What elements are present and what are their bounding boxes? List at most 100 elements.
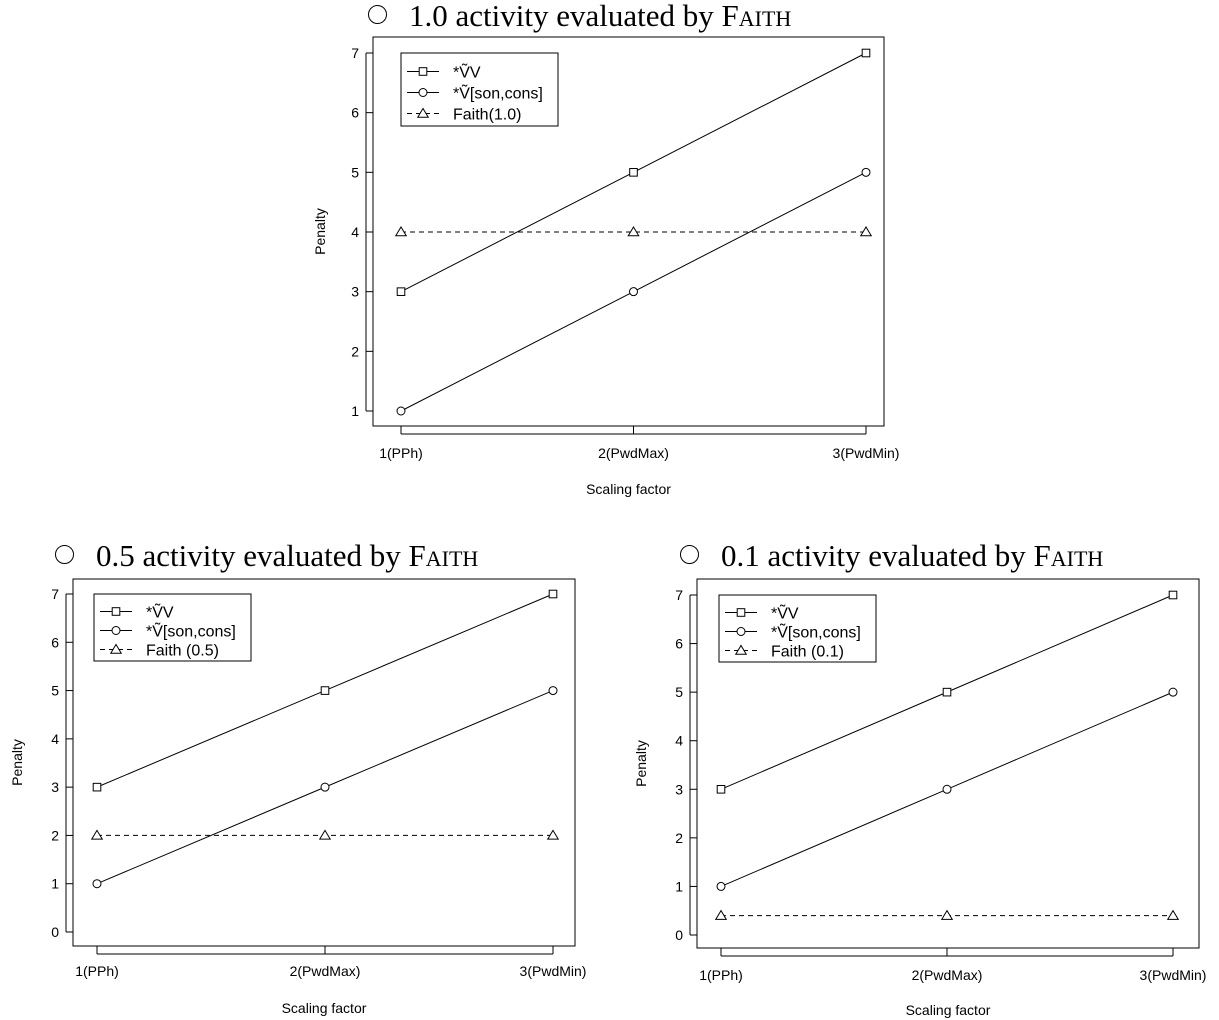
chart-title: 1.0 activity evaluated by Faith bbox=[368, 0, 791, 34]
y-tick-label: 0 bbox=[51, 924, 59, 940]
data-point bbox=[1166, 909, 1180, 920]
y-tick-label: 4 bbox=[51, 731, 59, 747]
bullet-icon bbox=[368, 5, 387, 24]
x-tick-label: 1(PPh) bbox=[699, 967, 743, 983]
legend-marker bbox=[418, 67, 428, 76]
title-keyword: Faith bbox=[1033, 538, 1104, 573]
y-tick-label: 1 bbox=[51, 876, 59, 892]
data-point bbox=[627, 226, 640, 237]
legend-marker bbox=[109, 643, 123, 654]
x-axis-title: Scaling factor bbox=[586, 481, 671, 497]
y-tick-label: 5 bbox=[51, 683, 59, 699]
plot-frame bbox=[696, 578, 1200, 949]
data-point bbox=[1168, 590, 1178, 600]
chart-title: 0.5 activity evaluated by Faith bbox=[55, 538, 478, 574]
y-tick-label: 6 bbox=[351, 105, 359, 121]
data-point bbox=[861, 167, 871, 177]
plot-frame bbox=[72, 578, 576, 947]
x-tick-label: 2(PwdMax) bbox=[598, 445, 669, 461]
y-tick-label: 5 bbox=[351, 164, 359, 180]
x-tick-label: 1(PPh) bbox=[75, 963, 119, 979]
legend-label: *ṼV bbox=[453, 62, 481, 82]
data-point bbox=[546, 829, 560, 840]
data-point bbox=[92, 879, 102, 889]
x-axis-title: Scaling factor bbox=[906, 1002, 991, 1018]
y-tick-label: 1 bbox=[675, 878, 683, 894]
title-prefix: 0.1 activity evaluated by bbox=[721, 538, 1034, 573]
title-prefix: 0.5 activity evaluated by bbox=[96, 538, 409, 573]
x-tick-label: 1(PPh) bbox=[379, 445, 423, 461]
y-tick-label: 3 bbox=[351, 284, 359, 300]
data-point bbox=[859, 226, 873, 237]
y-axis-title: Penalty bbox=[9, 739, 25, 786]
legend-marker bbox=[418, 88, 428, 97]
data-point bbox=[716, 784, 726, 794]
legend-label: *ṼV bbox=[771, 603, 799, 623]
y-tick-label: 6 bbox=[51, 634, 59, 650]
legend-label: *ṼV bbox=[146, 602, 174, 622]
y-tick-label: 2 bbox=[351, 343, 359, 359]
title-prefix: 1.0 activity evaluated by bbox=[409, 0, 722, 33]
y-tick-label: 6 bbox=[675, 636, 683, 652]
data-point bbox=[394, 226, 408, 237]
chart-3: 0 1 2 3 4 5 6 7 1(PPh) 2(PwdMax) 3(PwdMin) Scaling … bbox=[633, 578, 1207, 1018]
y-tick-label: 3 bbox=[675, 781, 683, 797]
data-point bbox=[1168, 687, 1178, 697]
data-point bbox=[320, 686, 330, 695]
legend-label: *Ṽ[son,cons] bbox=[453, 83, 543, 103]
legend-label: Faith (0.5) bbox=[146, 643, 219, 660]
bullet-icon bbox=[55, 545, 74, 564]
data-point bbox=[548, 589, 558, 599]
data-point bbox=[629, 168, 638, 177]
legend-marker bbox=[111, 626, 121, 635]
title-keyword: Faith bbox=[721, 0, 792, 33]
x-tick-label: 3(PwdMin) bbox=[520, 963, 587, 979]
y-tick-label: 5 bbox=[675, 684, 683, 700]
y-axis-title: Penalty bbox=[633, 740, 649, 787]
x-tick-label: 3(PwdMin) bbox=[833, 445, 900, 461]
y-tick-label: 2 bbox=[675, 830, 683, 846]
data-point bbox=[92, 782, 102, 792]
legend-marker bbox=[736, 627, 746, 636]
bullet-icon bbox=[680, 545, 699, 564]
y-tick-label: 4 bbox=[675, 733, 683, 749]
data-point bbox=[940, 909, 954, 920]
data-point bbox=[318, 829, 332, 840]
legend-label: *Ṽ[son,cons] bbox=[146, 621, 236, 641]
chart-2: 0 1 2 3 4 5 6 7 1(PPh) 2(PwdMax) 3(PwdMin) Scaling … bbox=[9, 578, 587, 1016]
data-point bbox=[396, 406, 406, 416]
x-axis-title: Scaling factor bbox=[282, 1000, 367, 1016]
data-point bbox=[861, 48, 871, 58]
title-keyword: Faith bbox=[408, 538, 479, 573]
legend-label: Faith (0.1) bbox=[771, 644, 844, 661]
data-point bbox=[320, 782, 330, 792]
data-point bbox=[90, 829, 104, 840]
x-tick-label: 3(PwdMin) bbox=[1140, 967, 1207, 983]
chart-1: 1 2 3 4 5 6 7 1(PPh) 2(PwdMax) 3(PwdMin) Scaling f… bbox=[312, 36, 900, 497]
y-tick-label: 7 bbox=[51, 586, 59, 602]
legend-marker bbox=[736, 608, 746, 617]
y-axis-title: Penalty bbox=[312, 208, 328, 255]
y-tick-label: 7 bbox=[675, 587, 683, 603]
x-tick-label: 2(PwdMax) bbox=[912, 967, 983, 983]
legend-marker bbox=[734, 644, 748, 655]
y-tick-label: 7 bbox=[351, 45, 359, 61]
data-point bbox=[396, 287, 406, 296]
data-point bbox=[942, 784, 952, 794]
data-point bbox=[942, 687, 952, 697]
data-point bbox=[629, 287, 638, 297]
y-tick-label: 4 bbox=[351, 224, 359, 240]
data-point bbox=[548, 686, 558, 696]
y-tick-label: 1 bbox=[351, 403, 359, 419]
data-point bbox=[714, 909, 728, 920]
data-point bbox=[716, 881, 726, 891]
chart-title: 0.1 activity evaluated by Faith bbox=[680, 538, 1103, 574]
legend-marker bbox=[111, 607, 121, 616]
y-tick-label: 3 bbox=[51, 779, 59, 795]
y-tick-label: 0 bbox=[675, 927, 683, 943]
legend-marker bbox=[416, 107, 430, 118]
legend-label: Faith(1.0) bbox=[453, 107, 521, 124]
x-tick-label: 2(PwdMax) bbox=[290, 963, 361, 979]
legend-label: *Ṽ[son,cons] bbox=[771, 622, 861, 642]
